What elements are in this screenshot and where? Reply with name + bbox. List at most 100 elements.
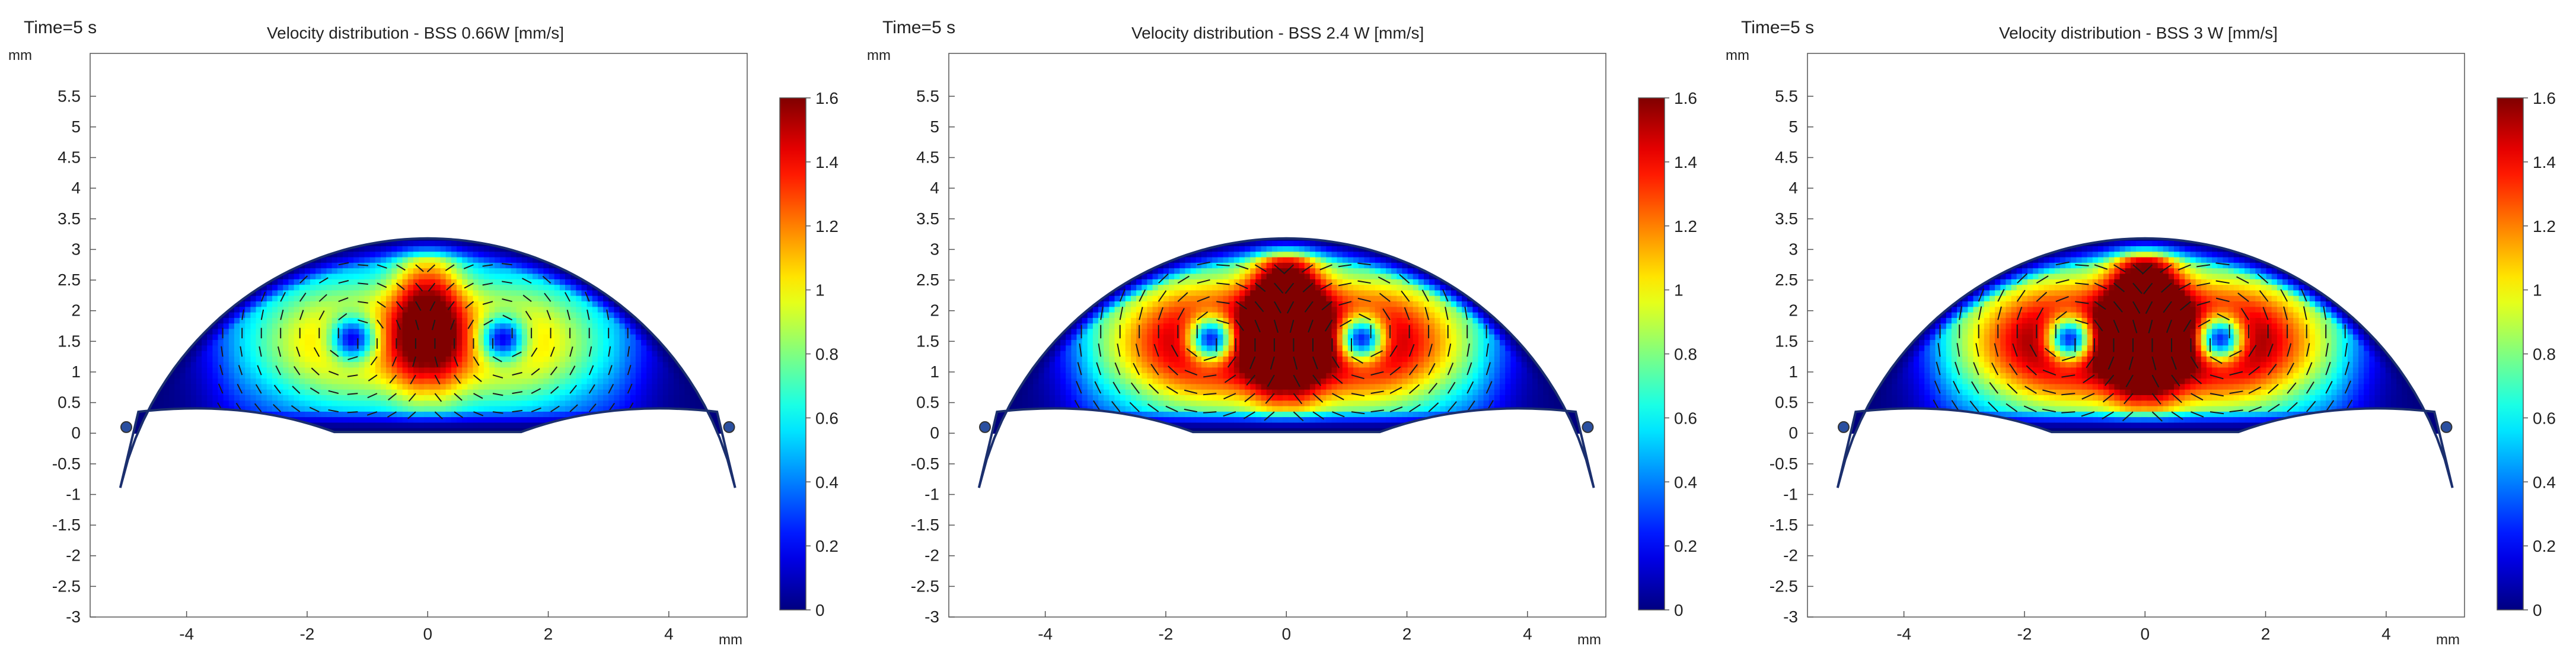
colorbar-tick-label: 1.4: [815, 153, 839, 171]
time-label: Time=5 s: [1741, 18, 1815, 37]
y-tick-label: 0.5: [916, 393, 939, 412]
x-tick-label: -2: [1158, 625, 1173, 643]
cavity-outline: [1836, 237, 2454, 488]
left-foot-marker: [1837, 421, 1850, 433]
x-axis-unit: mm: [719, 632, 742, 648]
y-axis-unit: mm: [867, 47, 891, 63]
y-tick-label: -1.5: [1770, 516, 1798, 534]
colorbar: [779, 97, 806, 610]
colorbar-tick-label: 1.6: [2533, 89, 2556, 107]
y-tick-label: -3: [1783, 608, 1798, 626]
left-foot-marker: [978, 421, 991, 433]
y-tick-label: 4: [71, 179, 81, 197]
y-tick-label: 0: [71, 424, 81, 442]
y-tick-label: -2: [924, 546, 939, 565]
colorbar-tick-label: 0: [815, 601, 825, 619]
y-axis-unit: mm: [8, 47, 32, 63]
chart-panel-3: 5.5 5 4.5 4 3.5 3 2.5 2 1.5 1 0.5 0 -0.5 -1 -1.5 -2 -2.5…: [1717, 0, 2576, 671]
x-tick-label: 2: [1402, 625, 1412, 643]
chart-title: Velocity distribution - BSS 3 W [mm/s]: [1999, 24, 2278, 42]
y-tick-label: -0.5: [1770, 454, 1798, 473]
right-foot-marker: [723, 421, 735, 433]
y-tick-label: 5.5: [1775, 87, 1798, 105]
colorbar-tick-label: 0: [1674, 601, 1684, 619]
plot-frame: [1807, 53, 2465, 618]
y-tick-label: 4.5: [58, 148, 81, 167]
y-tick-label: 3: [930, 240, 939, 258]
x-tick-label: 4: [2381, 625, 2391, 643]
x-axis-unit: mm: [2436, 632, 2460, 648]
y-tick-label: 2: [1788, 301, 1798, 320]
y-tick-label: 0: [1788, 424, 1798, 442]
y-tick-label: 1.5: [916, 332, 939, 350]
y-tick-label: -0.5: [911, 454, 939, 473]
y-tick-label: 5: [1788, 117, 1798, 136]
x-tick-label: 2: [544, 625, 553, 643]
velocity-arrows: [217, 262, 634, 419]
chart-panel-2: 5.5 5 4.5 4 3.5 3 2.5 2 1.5 1 0.5 0 -0.5 -1 -1.5 -2 -2.5…: [859, 0, 1717, 671]
y-tick-label: 4: [930, 179, 939, 197]
colorbar-tick-label: 1.4: [1674, 153, 1697, 171]
colorbar-tick-label: 1.6: [815, 89, 839, 107]
colorbar-tick-label: 0.6: [2533, 409, 2556, 427]
colorbar-tick-label: 0.4: [815, 473, 839, 491]
x-tick-label: 4: [664, 625, 674, 643]
colorbar-tick-label: 0: [2533, 601, 2542, 619]
x-axis-unit: mm: [1577, 632, 1601, 648]
y-tick-label: 2: [930, 301, 939, 320]
y-tick-label: 0: [930, 424, 939, 442]
x-tick-label: -2: [299, 625, 314, 643]
y-tick-label: -2: [1783, 546, 1798, 565]
y-tick-label: 1: [930, 362, 939, 381]
velocity-arrows: [1074, 262, 1494, 422]
colorbar-tick-label: 1.6: [1674, 89, 1697, 107]
y-tick-label: 4.5: [1775, 148, 1798, 167]
velocity-field: [978, 238, 1594, 434]
y-tick-label: 2.5: [58, 271, 81, 289]
y-axis-unit: mm: [1726, 47, 1749, 63]
y-tick-label: 1: [1788, 362, 1798, 381]
y-tick-label: -1: [66, 485, 81, 503]
y-tick-label: 2.5: [1775, 271, 1798, 289]
y-tick-label: -0.5: [52, 454, 81, 473]
colorbar-tick-label: 0.8: [2533, 345, 2556, 364]
y-tick-label: 2: [71, 301, 81, 320]
x-tick-label: 0: [1281, 625, 1291, 643]
right-foot-marker: [2440, 421, 2453, 433]
y-tick-label: 3.5: [1775, 209, 1798, 228]
y-tick-label: -2.5: [911, 577, 939, 595]
colorbar-tick-label: 0.4: [1674, 473, 1697, 491]
y-tick-label: 4.5: [916, 148, 939, 167]
chart-title: Velocity distribution - BSS 2.4 W [mm/s]: [1131, 24, 1424, 42]
colorbar-tick-label: 1: [1674, 281, 1684, 300]
y-tick-label: 0.5: [58, 393, 81, 412]
y-tick-label: 3: [1788, 240, 1798, 258]
x-tick-label: -4: [179, 625, 194, 643]
colorbar-tick-label: 1: [2533, 281, 2542, 300]
y-tick-label: -3: [924, 608, 939, 626]
plot-frame: [948, 53, 1606, 618]
y-tick-label: 0.5: [1775, 393, 1798, 412]
y-tick-label: 4: [1788, 179, 1798, 197]
time-label: Time=5 s: [882, 18, 956, 37]
velocity-arrows: [1933, 261, 2353, 422]
colorbar-tick-label: 1.2: [2533, 217, 2556, 236]
y-tick-label: 3: [71, 240, 81, 258]
velocity-field: [120, 238, 735, 434]
colorbar-tick-label: 0.6: [815, 409, 839, 427]
y-tick-label: 5.5: [916, 87, 939, 105]
y-tick-label: 5: [930, 117, 939, 136]
time-label: Time=5 s: [24, 18, 97, 37]
colorbar-tick-label: 0.8: [1674, 345, 1697, 364]
y-tick-label: -1: [924, 485, 939, 503]
y-tick-label: 2.5: [916, 271, 939, 289]
y-tick-label: -2.5: [1770, 577, 1798, 595]
x-tick-label: 4: [1523, 625, 1532, 643]
colorbar-tick-label: 0.8: [815, 345, 839, 364]
colorbar: [1638, 97, 1665, 610]
right-foot-marker: [1582, 421, 1594, 433]
colorbar-tick-label: 0.6: [1674, 409, 1697, 427]
cavity-outline: [119, 237, 737, 488]
velocity-plot-3: 5.5 5 4.5 4 3.5 3 2.5 2 1.5 1 0.5 0 -0.5 -1 -1.5 -2 -2.5…: [1770, 53, 2556, 643]
y-tick-label: 3.5: [916, 209, 939, 228]
